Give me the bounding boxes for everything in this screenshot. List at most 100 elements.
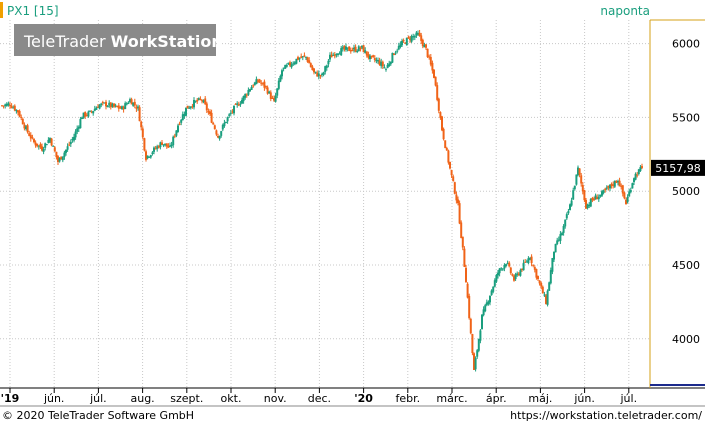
candle-body (559, 234, 562, 241)
candle-body (21, 118, 24, 125)
candle-body (465, 267, 467, 283)
candle-body (20, 116, 23, 118)
candle-body (356, 51, 359, 53)
copyright-text: © 2020 TeleTrader Software GmbH (2, 409, 194, 422)
candle-body (514, 274, 517, 280)
candle-body (2, 105, 5, 107)
footer-url[interactable]: https://workstation.teletrader.com/ (510, 409, 702, 422)
period-label: naponta (600, 4, 650, 18)
candle-body (418, 32, 421, 36)
candle-body (481, 314, 483, 330)
x-tick-label: ápr. (486, 392, 507, 405)
x-tick-label: júl. (620, 392, 638, 405)
candle-body (167, 145, 170, 148)
candle-body (277, 80, 280, 89)
candle-body (609, 184, 611, 189)
candle-body (428, 56, 431, 58)
candle-body (314, 71, 317, 73)
candle-body (300, 56, 303, 58)
candle-body (89, 110, 91, 112)
candle-body (212, 122, 215, 125)
candle-body (522, 262, 525, 271)
candle-body (1, 105, 3, 107)
candle-body (210, 112, 213, 123)
candle-body (367, 54, 370, 58)
candle-body (548, 282, 551, 291)
candles (1, 29, 643, 372)
candle-body (594, 195, 597, 200)
candle-body (25, 126, 27, 129)
candle-body (140, 121, 143, 128)
candle-body (412, 36, 415, 38)
candle-body (583, 190, 586, 201)
candle-body (125, 103, 128, 105)
candle-body (357, 46, 360, 52)
candle-body (457, 199, 459, 204)
candle-body (460, 222, 463, 238)
candle-body (585, 200, 587, 209)
x-tick-label: máj. (528, 392, 552, 405)
candle-body (532, 264, 535, 266)
candle-body (165, 143, 168, 147)
candle-body (394, 52, 397, 54)
candle-body (7, 103, 10, 106)
candle-body (450, 169, 453, 176)
candle-body (601, 191, 603, 196)
candle-body (623, 192, 626, 199)
candle-body (426, 48, 429, 58)
x-tick-label: jún. (573, 392, 595, 405)
candle-body (476, 350, 479, 357)
candle-body (562, 226, 565, 233)
candle-body (543, 294, 546, 296)
candle-body (570, 200, 573, 206)
candle-body (122, 106, 125, 110)
x-tick-label: febr. (395, 392, 420, 405)
candle-body (319, 75, 322, 77)
candle-body (289, 62, 291, 66)
candle-body (225, 121, 227, 123)
x-tick-label: jún. (43, 392, 65, 405)
candle-body (260, 82, 263, 84)
candle-body (229, 112, 232, 114)
candle-body (39, 144, 42, 148)
candle-body (250, 87, 253, 90)
candle-body (109, 102, 112, 108)
candle-body (175, 130, 178, 136)
candle-body (41, 146, 43, 151)
candle-body (538, 280, 541, 284)
candle-body (557, 239, 560, 241)
candle-body (641, 166, 643, 168)
candle-body (178, 123, 181, 125)
candle-body (564, 219, 567, 227)
y-tick-label: 6000 (672, 38, 700, 51)
x-tick-label: '20 (354, 392, 373, 405)
candle-body (431, 62, 434, 71)
candle-body (237, 104, 240, 106)
candle-body (409, 38, 411, 40)
candle-body (337, 53, 339, 56)
candle-body (18, 110, 21, 117)
x-tick-label: '19 (1, 392, 20, 405)
candle-body (396, 50, 399, 52)
candle-body (313, 68, 315, 73)
candle-body (76, 128, 79, 132)
candle-body (380, 61, 383, 67)
candle-body (153, 147, 155, 152)
candle-body (509, 267, 512, 274)
candle-body (487, 301, 490, 305)
candle-body (271, 97, 274, 99)
candle-body (405, 37, 408, 46)
candle-body (255, 79, 258, 85)
candle-body (631, 183, 634, 189)
candle-body (226, 117, 229, 122)
candle-body (490, 290, 493, 296)
candle-body (257, 80, 259, 82)
candle-body (327, 60, 330, 65)
candle-body (183, 113, 186, 117)
candle-body (581, 185, 584, 192)
candle-body (146, 155, 149, 159)
candle-body (236, 103, 239, 105)
candle-body (164, 143, 167, 145)
candle-body (433, 69, 435, 78)
y-tick-label: 4000 (672, 333, 700, 346)
